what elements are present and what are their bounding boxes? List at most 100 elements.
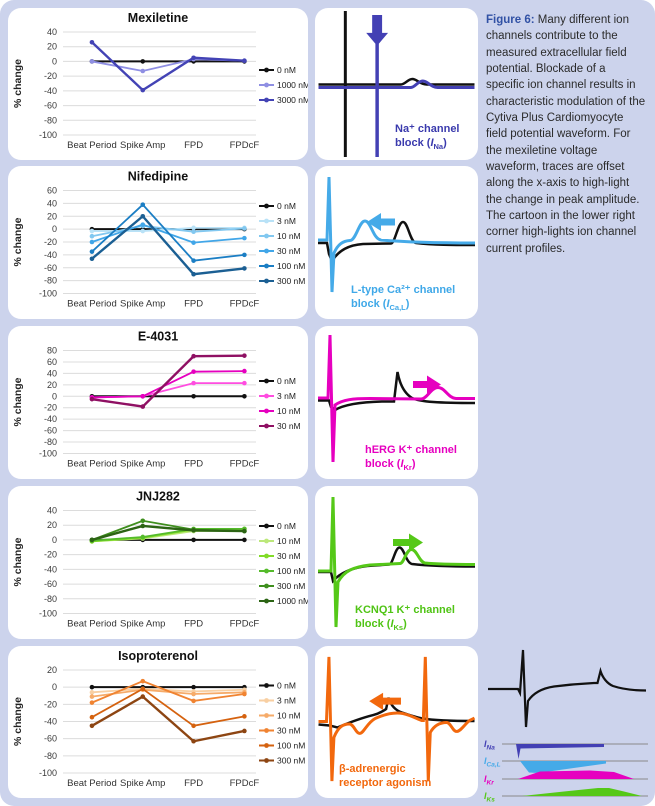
x-category-label: FPD bbox=[184, 299, 203, 310]
data-point bbox=[89, 723, 95, 729]
figure-caption: Figure 6: Many different ion channels co… bbox=[486, 12, 646, 257]
wave-panel-beta-adrenergic: β-adrenergic receptor agonism bbox=[315, 646, 478, 798]
data-point bbox=[191, 229, 196, 234]
chart-title: E-4031 bbox=[138, 330, 178, 344]
current-profile-svg: INa ICa,L IKr IKs bbox=[484, 649, 648, 804]
x-category-label: FPD bbox=[184, 140, 203, 151]
data-point bbox=[140, 523, 146, 529]
series-line-1000-nM bbox=[91, 524, 245, 542]
x-category-label: FPDcF bbox=[230, 299, 260, 310]
data-point bbox=[140, 686, 146, 692]
y-tick-label: -60 bbox=[44, 579, 57, 589]
left-arrow-icon bbox=[369, 692, 401, 711]
series-line-10-nM bbox=[91, 370, 245, 399]
legend-marker bbox=[264, 538, 269, 544]
chart-title: Mexiletine bbox=[128, 11, 188, 25]
data-point bbox=[191, 225, 196, 231]
y-tick-label: -60 bbox=[44, 263, 57, 273]
x-category-label: FPDcF bbox=[230, 140, 260, 151]
data-point bbox=[191, 528, 196, 533]
legend-marker bbox=[264, 743, 269, 748]
y-tick-label: 40 bbox=[47, 27, 57, 37]
y-tick-label: -80 bbox=[44, 594, 57, 604]
y-tick-label: 20 bbox=[47, 665, 57, 675]
data-point bbox=[140, 678, 146, 684]
cal-block-waveform bbox=[318, 176, 476, 293]
legend-label: 0 nM bbox=[277, 65, 296, 75]
legend-label: 0 nM bbox=[277, 376, 296, 386]
y-tick-label: 60 bbox=[47, 357, 57, 367]
data-point bbox=[140, 202, 146, 207]
legend-marker bbox=[264, 263, 269, 269]
series-line-100-nM bbox=[91, 527, 245, 542]
data-point bbox=[89, 239, 95, 245]
drug-trace bbox=[318, 496, 476, 628]
data-point bbox=[140, 228, 146, 234]
y-tick-label: 20 bbox=[47, 42, 57, 52]
wave-panel-na-block: Na⁺ channel block (INa) bbox=[315, 8, 478, 160]
legend-marker bbox=[264, 698, 269, 703]
y-axis-label: % change bbox=[12, 377, 24, 426]
data-point bbox=[191, 684, 196, 690]
y-tick-label: 0 bbox=[52, 56, 57, 66]
data-point bbox=[89, 228, 95, 234]
legend-marker bbox=[264, 393, 269, 399]
legend-label: 3000 nM bbox=[277, 95, 308, 105]
data-point bbox=[89, 694, 95, 699]
x-category-label: Beat Period bbox=[67, 459, 117, 470]
data-point bbox=[140, 694, 146, 699]
data-point bbox=[89, 40, 95, 45]
chart-panel-nifedipine: 60 40 20 0 -20 -40 -60 -80 -100 Nifedipine % chang… bbox=[8, 166, 308, 319]
y-tick-label: -20 bbox=[44, 71, 57, 81]
data-point bbox=[242, 226, 247, 231]
series-line-30-nM bbox=[91, 354, 245, 408]
y-tick-label: -20 bbox=[44, 699, 57, 709]
y-tick-label: -40 bbox=[44, 564, 57, 574]
data-point bbox=[191, 271, 196, 277]
legend-label: 0 nM bbox=[277, 201, 296, 211]
down-arrow-icon bbox=[366, 14, 389, 46]
control-trace bbox=[318, 371, 476, 412]
y-tick-label: -20 bbox=[44, 403, 57, 413]
legend-marker bbox=[264, 82, 269, 88]
data-point bbox=[140, 404, 146, 409]
y-tick-label: -40 bbox=[44, 717, 57, 727]
x-category-label: FPD bbox=[184, 778, 203, 789]
cal-block-label: L-type Ca²⁺ channel block (ICa,L) bbox=[351, 283, 456, 313]
legend-marker bbox=[264, 683, 269, 688]
y-tick-label: 60 bbox=[47, 186, 57, 196]
legend-label: 10 nM bbox=[277, 406, 301, 416]
data-point bbox=[140, 68, 146, 74]
ks-block-waveform bbox=[318, 496, 476, 628]
data-point bbox=[191, 258, 196, 263]
x-category-label: Beat Period bbox=[67, 619, 117, 630]
x-category-label: Spike Amp bbox=[120, 299, 165, 310]
x-category-label: FPDcF bbox=[230, 778, 260, 789]
data-point bbox=[89, 59, 95, 64]
legend-marker bbox=[264, 728, 269, 733]
chart-title: Isoproterenol bbox=[118, 649, 198, 663]
legend-label: 30 nM bbox=[277, 726, 301, 736]
chart-title: Nifedipine bbox=[128, 170, 188, 184]
legend-label: 0 nM bbox=[277, 521, 296, 531]
legend-label: 30 nM bbox=[277, 551, 301, 561]
legend-label: 30 nM bbox=[277, 246, 301, 256]
right-arrow-icon bbox=[393, 533, 423, 552]
series-line-100-nM bbox=[91, 203, 245, 262]
y-tick-label: -100 bbox=[39, 130, 57, 140]
data-point bbox=[242, 380, 247, 386]
legend-marker bbox=[264, 423, 269, 429]
beta-adrenergic-label: β-adrenergic receptor agonism bbox=[339, 762, 432, 790]
legend-marker bbox=[264, 278, 269, 284]
series-line-300-nM bbox=[91, 214, 245, 276]
data-point bbox=[191, 369, 196, 374]
y-tick-label: 20 bbox=[47, 380, 57, 390]
control-trace bbox=[318, 77, 475, 86]
y-tick-label: -60 bbox=[44, 426, 57, 436]
y-tick-label: 0 bbox=[52, 391, 57, 401]
y-tick-label: -80 bbox=[44, 115, 57, 125]
legend-label: 300 nM bbox=[277, 581, 305, 591]
y-tick-label: -100 bbox=[39, 768, 57, 778]
data-point bbox=[140, 222, 146, 227]
y-tick-label: 0 bbox=[52, 224, 57, 234]
